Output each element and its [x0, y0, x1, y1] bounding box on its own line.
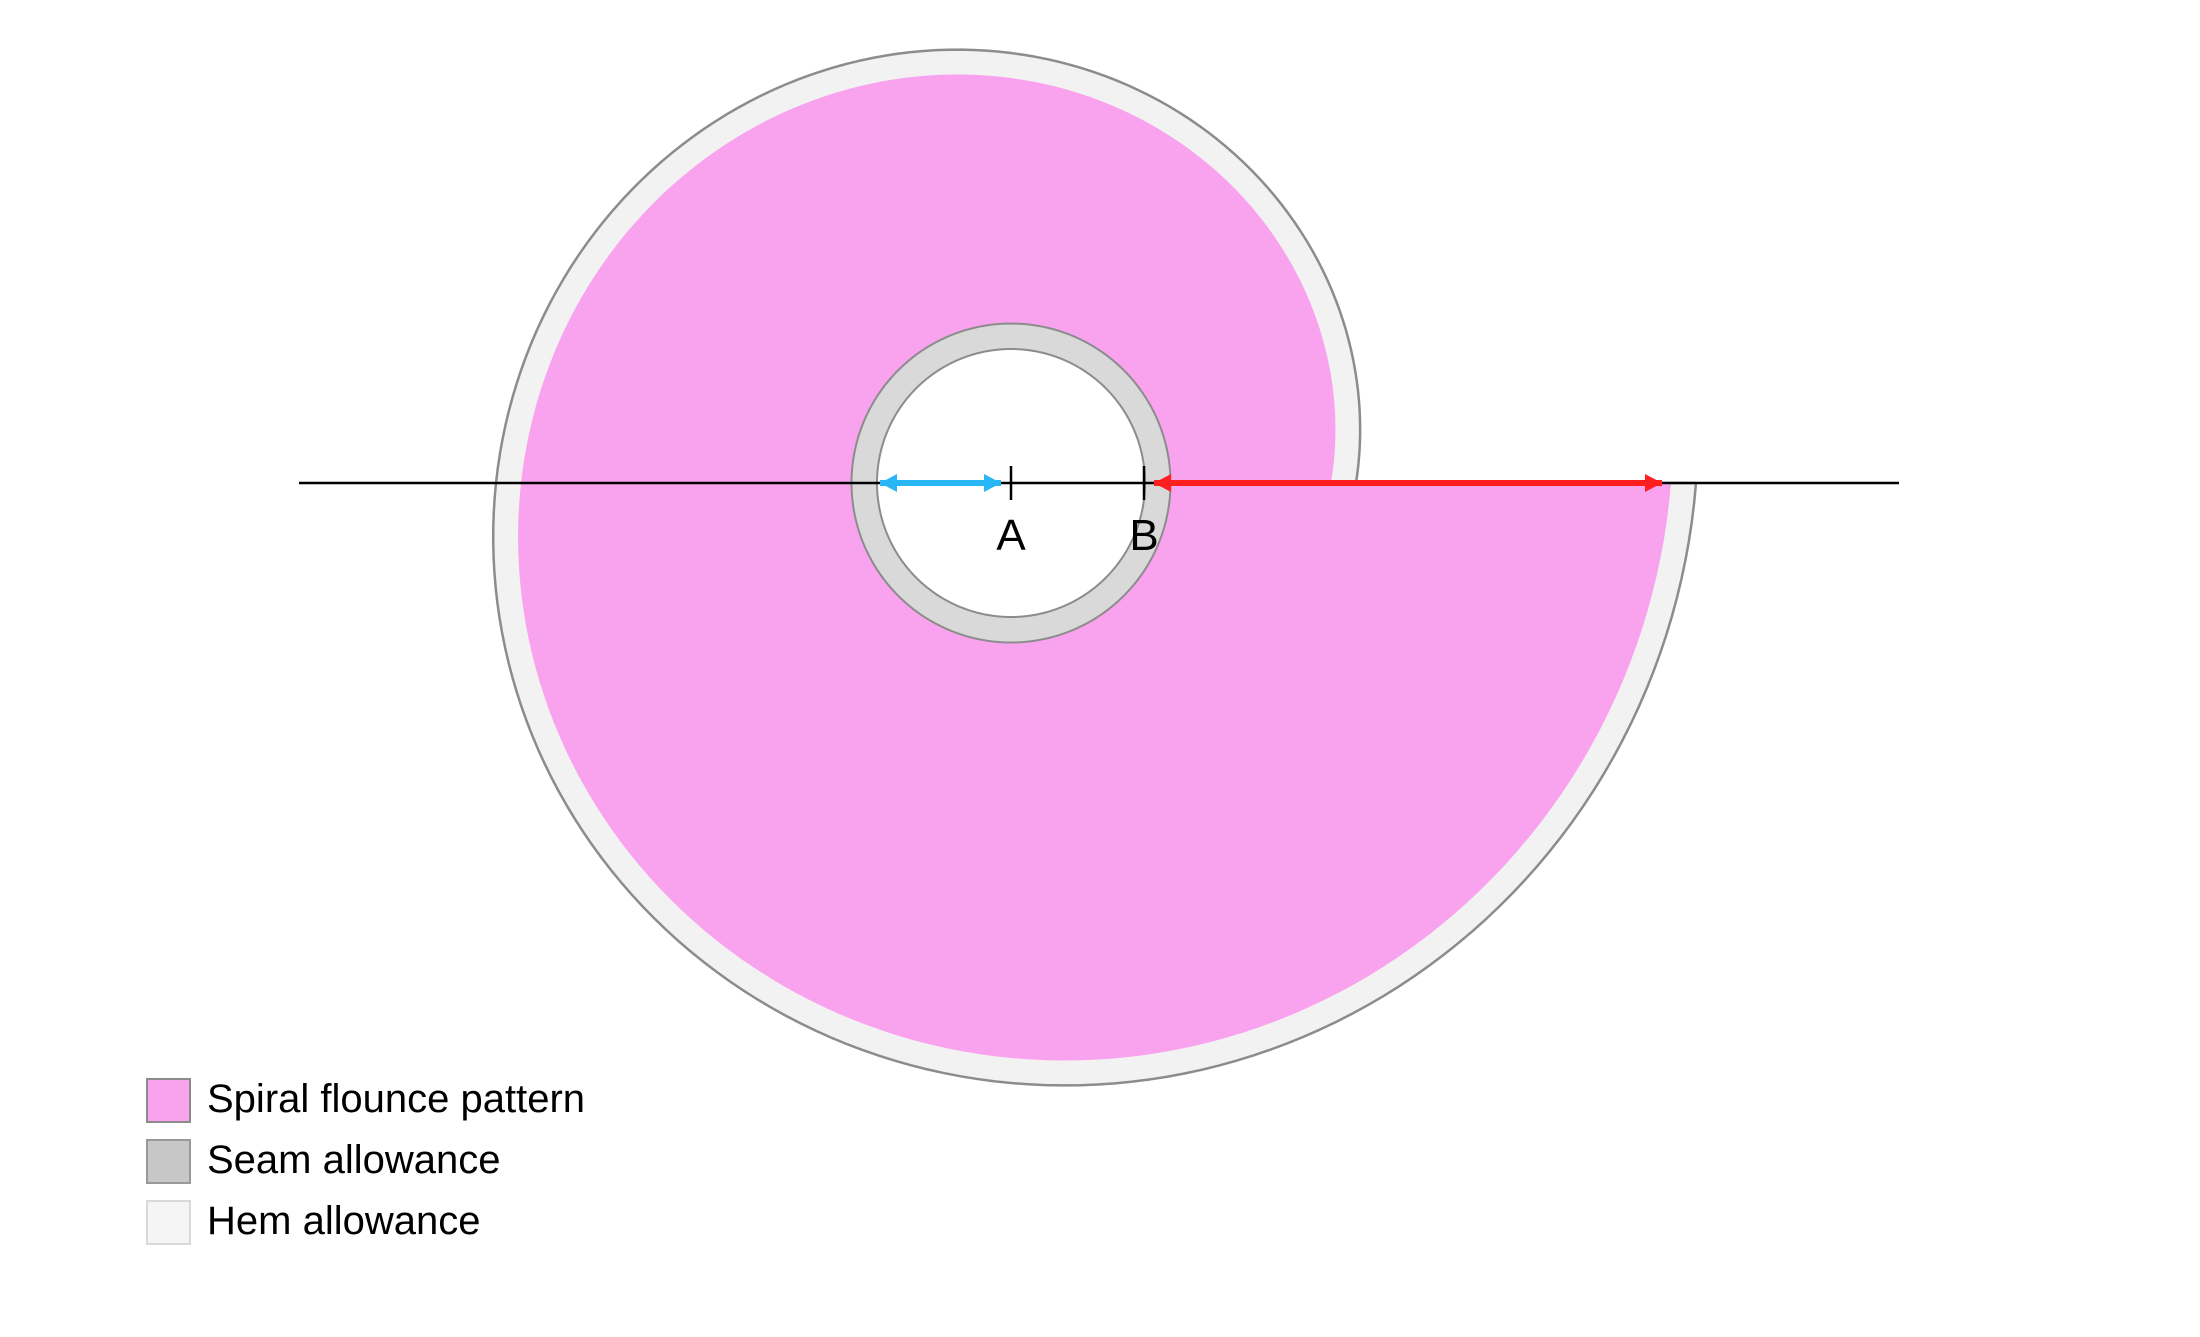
svg-text:Hem allowance: Hem allowance	[207, 1199, 480, 1243]
svg-text:B: B	[1129, 511, 1158, 560]
svg-text:Seam allowance: Seam allowance	[207, 1138, 501, 1182]
svg-text:A: A	[996, 511, 1026, 560]
svg-text:Spiral flounce pattern: Spiral flounce pattern	[207, 1077, 585, 1121]
